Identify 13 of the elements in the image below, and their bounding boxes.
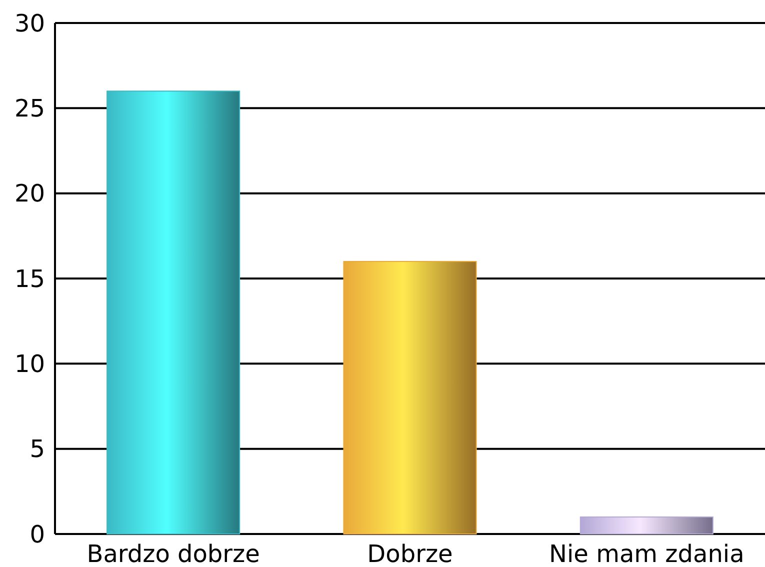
x-tick-label: Dobrze (367, 540, 453, 567)
y-tick-label: 0 (30, 520, 45, 548)
y-tick-label: 30 (14, 9, 45, 38)
y-tick-label: 20 (14, 180, 45, 208)
x-tick-label: Bardzo dobrze (86, 540, 260, 567)
x-tick-label: Nie mam zdania (549, 540, 744, 567)
bar (580, 516, 714, 534)
y-tick-label: 5 (30, 435, 45, 464)
y-tick-label: 15 (14, 264, 45, 293)
y-tick-label: 10 (14, 350, 45, 378)
bar (106, 90, 240, 534)
y-tick-label: 25 (14, 94, 45, 123)
bar (343, 260, 477, 534)
